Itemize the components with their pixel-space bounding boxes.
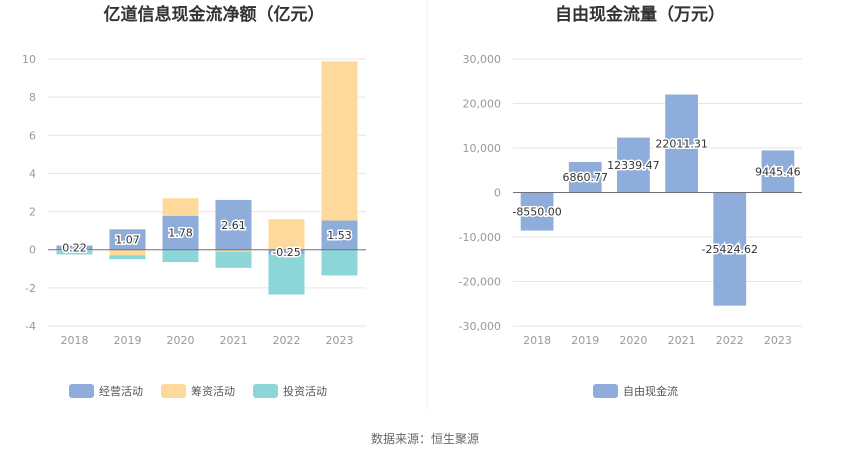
chart2-y-tick-label: 20,000 [463,98,502,111]
chart2-y-tick-label: 10,000 [463,142,502,155]
chart2-x-tick-label: 2019 [571,334,599,347]
chart1-y-tick-label: 2 [29,206,36,219]
chart2-x-tick-label: 2023 [764,334,792,347]
chart1-y-tick-label: 6 [29,129,36,142]
chart2-bar-fcf-2018 [520,192,554,231]
chart1-legend-swatch-investing [253,384,278,398]
chart1-bar-operating-2021 [215,199,252,250]
chart2-bar-fcf-2023 [761,150,795,193]
chart1-x-tick-label: 2022 [273,334,301,347]
chart2-bar-fcf-2019 [568,161,602,193]
chart1-data-label: 1.53 [327,229,352,242]
chart1-bar-investing-2018 [56,250,93,255]
chart1-bar-financing-2022 [268,219,305,250]
chart1-plot: -4 -2 0 2 4 6 8 10 2018 2019 2020 2021 2022 2023 0.22 1… [22,53,366,347]
chart2-x-tick-label: 2022 [716,334,744,347]
chart1-y-tick-label: 8 [29,91,36,104]
chart1-legend-swatch-financing [161,384,186,398]
chart1-legend-label: 经营活动 [99,384,143,398]
chart1-bar-investing-2021 [215,251,252,268]
chart2-x-tick-label: 2020 [619,334,647,347]
chart1-legend-swatch-operating [69,384,94,398]
chart1-bar-financing-2020 [162,198,199,216]
chart1-y-tick-label: 4 [29,167,36,180]
chart1-y-tick-label: -4 [25,320,36,333]
chart2-y-tick-label: 0 [494,187,501,200]
chart1-bar-operating-2020 [162,215,199,250]
chart2-y-tick-label: -30,000 [459,320,501,333]
chart2-y-tick-label: -20,000 [459,276,501,289]
chart2-legend-swatch-fcf [593,384,618,398]
chart1-x-tick-label: 2019 [114,334,142,347]
chart2-data-label: 12339.47 [607,159,660,172]
chart1-bar-investing-2019 [109,255,146,260]
chart1-bar-financing-2021 [215,249,252,252]
chart1-data-label: -0.25 [272,246,300,259]
chart2-y-tick-label: 30,000 [463,53,502,66]
chart2-data-label: 6860.77 [563,171,609,184]
chart1-y-tick-label: 0 [29,244,36,257]
chart2-y-tick-label: -10,000 [459,231,501,244]
chart1-bar-operating-2023 [321,220,358,250]
chart1-y-tick-label: 10 [22,53,36,66]
chart2-bar-fcf-2021 [665,94,698,193]
chart1-bar-financing-2023 [321,61,358,221]
chart1-bar-operating-2019 [109,229,146,250]
chart1-x-tick-label: 2018 [61,334,89,347]
chart1-bar-investing-2022 [268,254,305,295]
chart1-bar-operating-2022 [268,249,305,255]
chart2-title: 自由现金流量（万元） [555,4,725,25]
chart2-bar-fcf-2020 [617,137,650,193]
chart1-x-tick-label: 2023 [326,334,354,347]
chart1-bar-operating-2018 [56,245,93,250]
chart2-data-label: -8550.00 [512,206,561,219]
chart1-data-label: 1.78 [168,227,193,240]
chart1-bar-financing-2019 [109,249,146,256]
chart1-data-label: 0.22 [62,242,87,255]
chart1-title: 亿道信息现金流净额（亿元） [104,4,325,25]
chart2-x-tick-label: 2021 [668,334,696,347]
chart1-y-tick-label: -2 [25,282,36,295]
chart1-legend: 经营活动 筹资活动 投资活动 [69,384,327,398]
chart1-legend-label: 投资活动 [283,384,327,398]
chart2-bar-fcf-2022 [713,192,747,306]
chart2-plot: -30,000 -20,000 -10,000 0 10,000 20,000 30,000… [459,53,803,347]
chart1-x-tick-label: 2021 [220,334,248,347]
chart2-data-label: 9445.46 [755,165,801,178]
source-note: 数据来源：恒生聚源 [371,431,479,446]
chart1-bar-investing-2020 [162,249,199,263]
chart2-data-label: 22011.31 [655,138,708,151]
chart1-data-label: 1.07 [115,234,140,247]
chart1-data-label: 2.61 [221,219,246,232]
chart1-x-tick-label: 2020 [167,334,195,347]
chart2-data-label: -25424.62 [702,243,758,256]
chart2-x-tick-label: 2018 [523,334,551,347]
chart1-bar-investing-2023 [321,249,358,276]
chart2-legend-label: 自由现金流 [623,384,678,398]
chart2-legend: 自由现金流 [593,384,678,398]
chart1-legend-label: 筹资活动 [191,384,235,398]
